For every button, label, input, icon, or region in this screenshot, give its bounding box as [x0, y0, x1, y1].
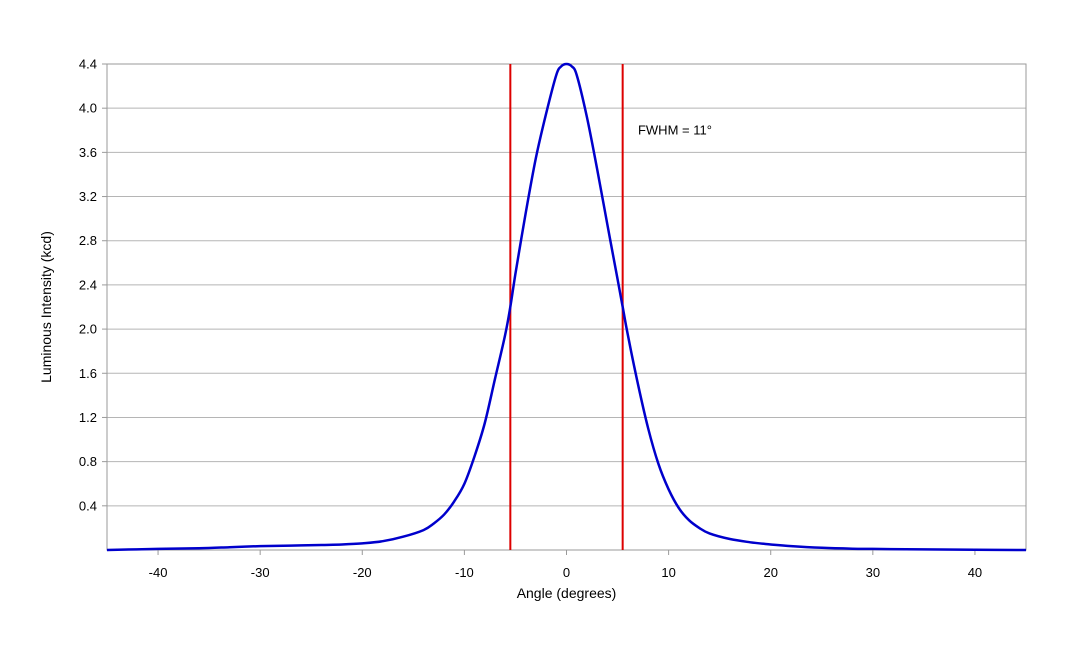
x-tick-label: 20 — [763, 565, 777, 580]
fwhm-annotation: FWHM = 11° — [638, 122, 712, 137]
x-tick-label: 10 — [661, 565, 675, 580]
x-axis-ticks: -40 -30 -20 -10 0 10 20 30 40 — [149, 550, 982, 580]
y-tick-label: 2.4 — [79, 277, 97, 292]
x-tick-label: 0 — [563, 565, 570, 580]
x-tick-label: 40 — [968, 565, 982, 580]
fwhm-markers — [509, 64, 624, 550]
x-axis-title: Angle (degrees) — [517, 585, 617, 601]
gridlines — [107, 63, 1026, 551]
y-tick-label: 1.2 — [79, 410, 97, 425]
y-tick-label: 2.0 — [79, 322, 97, 337]
y-tick-label: 0.8 — [79, 454, 97, 469]
x-tick-label: -30 — [251, 565, 270, 580]
y-tick-label: 3.2 — [79, 189, 97, 204]
y-axis-ticks: 0.4 0.8 1.2 1.6 2.0 2.4 2.8 3.2 3.6 4.0 4.4 — [79, 57, 107, 513]
x-tick-label: -10 — [455, 565, 474, 580]
x-tick-label: -40 — [149, 565, 168, 580]
y-tick-label: 2.8 — [79, 233, 97, 248]
series-line-intensity — [106, 62, 1027, 552]
y-axis-title: Luminous Intensity (kcd) — [38, 231, 54, 383]
x-tick-label: -20 — [353, 565, 372, 580]
y-tick-label: 4.4 — [79, 57, 97, 72]
y-tick-label: 1.6 — [79, 366, 97, 381]
plot-area-frame — [106, 63, 1027, 551]
y-tick-label: 3.6 — [79, 145, 97, 160]
x-tick-label: 30 — [866, 565, 880, 580]
y-tick-label: 0.4 — [79, 498, 97, 513]
y-tick-label: 4.0 — [79, 101, 97, 116]
